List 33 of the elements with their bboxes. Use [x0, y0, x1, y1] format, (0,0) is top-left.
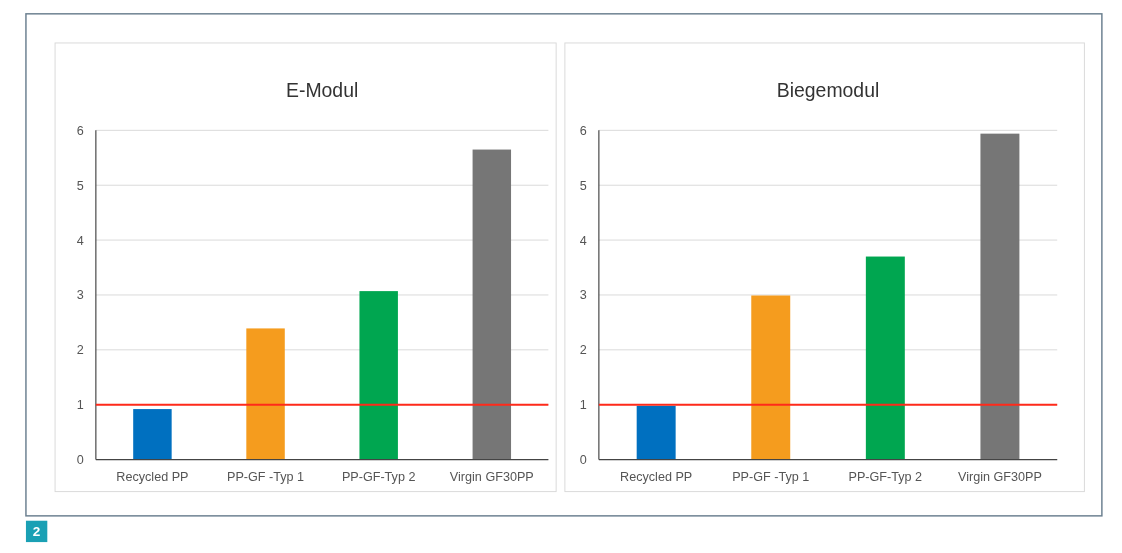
x-tick-label: PP-GF -Typ 1 — [227, 470, 305, 485]
x-tick-label: Recycled PP — [620, 470, 693, 485]
bar — [359, 291, 398, 460]
x-tick-label: PP-GF-Typ 2 — [848, 470, 923, 485]
y-tick-label: 4 — [579, 233, 587, 248]
bar — [133, 409, 172, 460]
x-tick-label: Virgin GF30PP — [449, 470, 534, 485]
chart-title: E-Modul — [285, 79, 359, 102]
chart-title: Biegemodul — [776, 79, 880, 102]
text: 2 — [32, 524, 41, 540]
y-tick-label: 3 — [76, 288, 84, 303]
y-tick-label: 2 — [76, 343, 84, 358]
x-tick-label: Virgin GF30PP — [957, 470, 1042, 485]
y-tick-label: 3 — [579, 288, 587, 303]
x-tick-label: Recycled PP — [116, 470, 189, 485]
y-tick-label: 6 — [76, 123, 84, 138]
bar — [751, 295, 791, 460]
y-tick-label: 5 — [76, 178, 84, 193]
x-tick-label: PP-GF-Typ 2 — [341, 470, 416, 485]
y-tick-label: 6 — [579, 123, 587, 138]
y-tick-label: 1 — [76, 398, 84, 413]
y-tick-label: 4 — [76, 233, 84, 248]
y-tick-label: 1 — [579, 398, 587, 413]
bar — [865, 256, 905, 460]
bar — [472, 149, 512, 460]
bar — [636, 405, 676, 460]
bar — [246, 328, 285, 460]
y-tick-label: 5 — [579, 178, 587, 193]
x-tick-label: PP-GF -Typ 1 — [732, 470, 810, 485]
bar — [980, 133, 1020, 460]
y-tick-label: 0 — [579, 452, 587, 467]
y-tick-label: 0 — [76, 452, 84, 467]
y-tick-label: 2 — [579, 343, 587, 358]
